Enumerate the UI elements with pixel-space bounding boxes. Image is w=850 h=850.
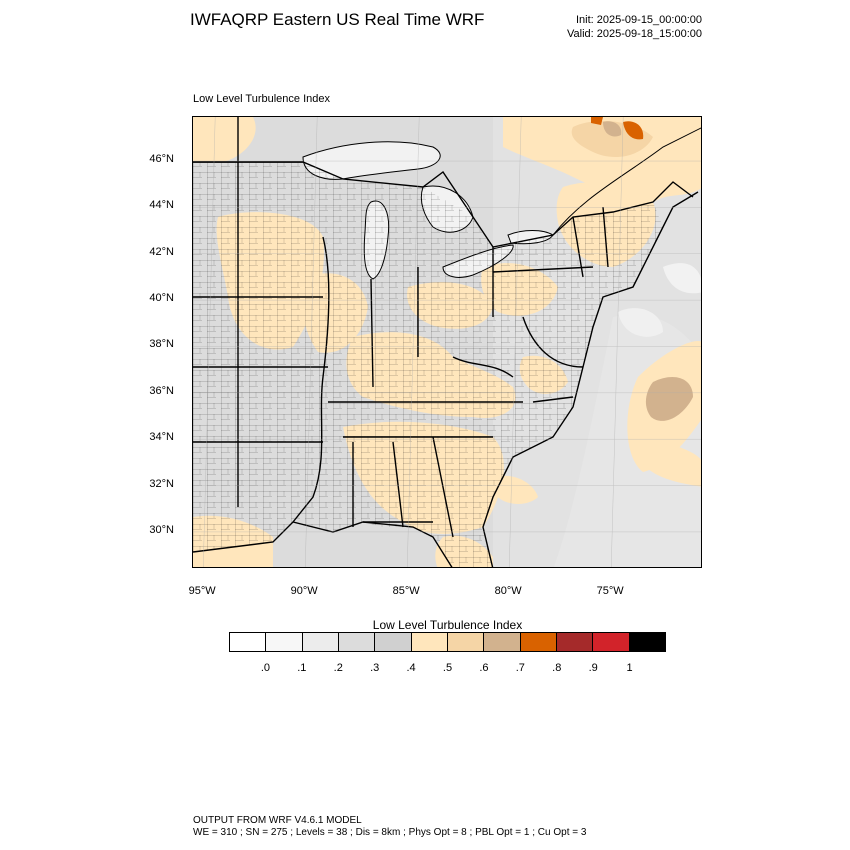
state-borders (193, 117, 609, 538)
run-times: Init: 2025-09-15_00:00:00 Valid: 2025-09… (567, 13, 702, 41)
model-info-line-1: OUTPUT FROM WRF V4.6.1 MODEL (193, 815, 362, 826)
init-time: Init: 2025-09-15_00:00:00 (576, 14, 702, 26)
latitude-label: 30°N (149, 523, 174, 536)
valid-time: Valid: 2025-09-18_15:00:00 (567, 28, 702, 40)
map-subtitle: Low Level Turbulence Index (193, 93, 330, 105)
field-brown-offshore (645, 377, 693, 421)
latitude-label: 42°N (149, 245, 174, 258)
field-tan-offshore-2 (633, 442, 701, 487)
latitude-label: 40°N (149, 292, 174, 305)
latitude-label: 36°N (149, 384, 174, 397)
legend-tick-label: .3 (370, 662, 380, 674)
legend-swatch (375, 633, 412, 651)
page-title: IWFAQRP Eastern US Real Time WRF (190, 10, 485, 29)
field-orange-ne-2 (591, 117, 603, 125)
legend-swatch (338, 633, 376, 651)
meridian-line (305, 117, 318, 567)
field-tan-ne (503, 117, 701, 212)
legend-swatch (447, 633, 485, 651)
longitude-label: 85°W (392, 585, 420, 597)
coastline (193, 191, 699, 567)
longitude-label: 90°W (290, 585, 318, 597)
legend-swatch (230, 633, 267, 651)
legend-swatch (629, 633, 665, 651)
model-info: OUTPUT FROM WRF V4.6.1 MODEL WE = 310 ; … (193, 815, 586, 839)
legend-tick-label: .8 (552, 662, 562, 674)
legend-colorbar (229, 632, 666, 652)
legend-tick-label: .9 (588, 662, 598, 674)
legend-tick-label: .5 (442, 662, 453, 674)
legend-swatch (266, 633, 303, 651)
longitude-label: 95°W (188, 585, 216, 597)
meridian-line (203, 117, 216, 567)
legend-tick-label: .1 (297, 662, 307, 674)
latitude-label: 32°N (149, 477, 174, 490)
legend-title: Low Level Turbulence Index (372, 618, 523, 632)
field-brown-ne (603, 121, 622, 137)
longitude-label: 80°W (494, 585, 522, 597)
legend-tick-label: 1 (626, 662, 633, 674)
latitude-label: 38°N (149, 338, 174, 351)
longitude-label: 75°W (596, 585, 624, 597)
legend-tick-label: .6 (479, 662, 489, 674)
field-tan-nw (193, 117, 256, 162)
county-overlay (193, 162, 663, 567)
meridian-line (611, 117, 624, 567)
map-panel (192, 116, 702, 568)
legend-swatch (411, 633, 448, 651)
legend-tick-label: .0 (260, 662, 270, 674)
graticule (193, 117, 701, 567)
ocean-light-patch-2 (663, 263, 701, 294)
st-lawrence (552, 127, 701, 236)
canada-border (193, 161, 694, 248)
legend-swatch (484, 633, 521, 651)
legend-tick-label: .2 (333, 662, 343, 674)
latitude-label: 34°N (149, 431, 174, 444)
model-info-line-2: WE = 310 ; SN = 275 ; Levels = 38 ; Dis … (193, 827, 587, 838)
latitude-label: 44°N (149, 199, 174, 212)
legend-swatch (302, 633, 339, 651)
field-orange-ne (623, 121, 644, 140)
latitude-label: 46°N (149, 153, 174, 166)
meridian-line (407, 117, 420, 567)
legend-tick-label: .4 (406, 662, 416, 674)
meridian-line (509, 117, 522, 567)
legend-swatch (520, 633, 557, 651)
legend-swatch (556, 633, 594, 651)
legend-tick-label: .7 (515, 662, 525, 674)
legend-swatch (593, 633, 630, 651)
field-tan-offshore-3 (493, 475, 538, 504)
ocean-light-patch (618, 308, 663, 337)
map-canvas (193, 117, 701, 567)
